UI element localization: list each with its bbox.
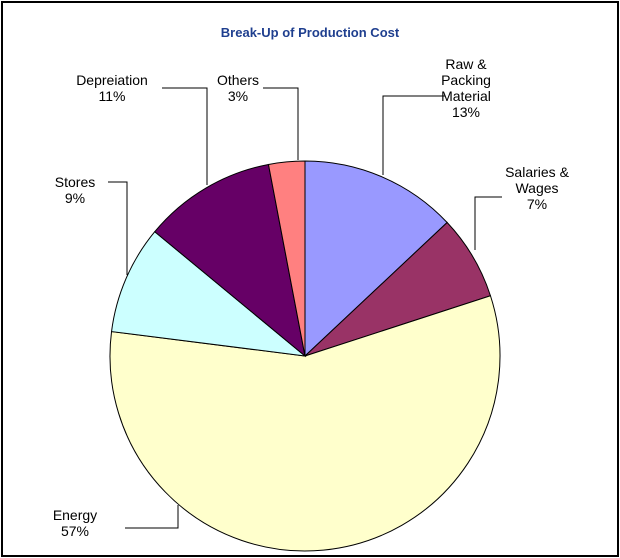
slice-label: Stores bbox=[54, 174, 96, 190]
slice-label: Salaries & Wages bbox=[505, 164, 569, 196]
leader-line bbox=[162, 87, 208, 185]
slice-value-label: 3% bbox=[227, 88, 249, 104]
slice-label: Depreiation bbox=[76, 72, 148, 88]
leader-line bbox=[263, 87, 299, 160]
leader-line bbox=[474, 196, 502, 250]
leader-line bbox=[108, 181, 128, 275]
leader-line bbox=[382, 95, 445, 175]
slice-label: Others bbox=[216, 72, 259, 88]
slice-value-label: 13% bbox=[451, 104, 481, 120]
pie-slice bbox=[267, 160, 306, 357]
pie-slice bbox=[304, 160, 448, 358]
slice-value-label: 57% bbox=[60, 523, 90, 539]
slice-label: Energy bbox=[52, 507, 98, 523]
leader-line bbox=[125, 505, 179, 529]
pie-slice bbox=[109, 295, 501, 552]
pie-slice bbox=[154, 163, 306, 358]
chart-title: Break-Up of Production Cost bbox=[220, 25, 400, 40]
pie-slice bbox=[110, 230, 307, 357]
slice-value-label: 11% bbox=[98, 88, 126, 104]
slice-label: Raw & Packing Material bbox=[441, 56, 491, 104]
slice-value-label: 7% bbox=[526, 196, 548, 212]
slice-value-label: 9% bbox=[64, 190, 86, 206]
